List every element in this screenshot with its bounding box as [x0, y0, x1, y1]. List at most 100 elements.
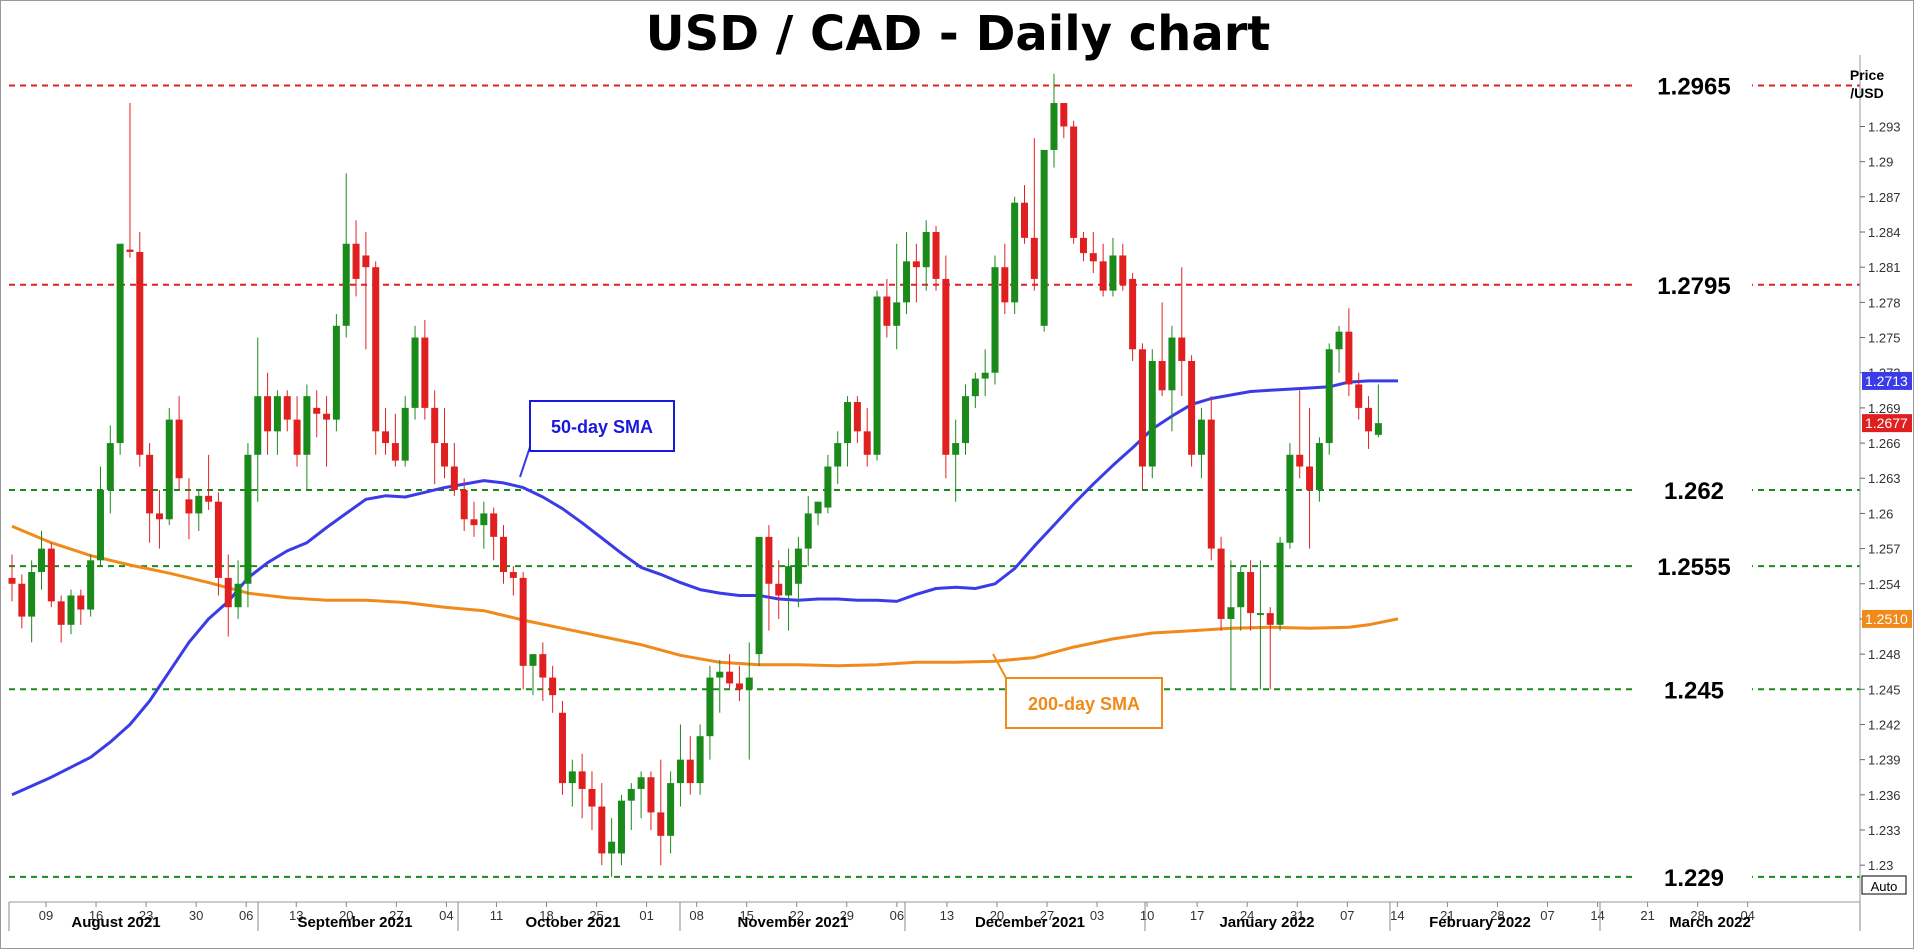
y-tick-label: 1.233 [1868, 823, 1901, 838]
candle [116, 243, 124, 455]
candle-body [28, 572, 36, 617]
candle [1217, 536, 1225, 631]
x-tick-label: 17 [1190, 908, 1204, 923]
candle [441, 407, 449, 479]
candle [509, 566, 517, 596]
candle [686, 736, 694, 795]
candle [932, 226, 940, 291]
candle [205, 454, 213, 510]
candle [1188, 355, 1196, 467]
candle-body [1197, 419, 1205, 455]
candle-body [1148, 360, 1156, 467]
candle [1168, 325, 1176, 432]
candle [991, 255, 999, 385]
candle [470, 501, 478, 537]
x-month-label: March 2022 [1669, 914, 1751, 931]
candle [293, 396, 301, 467]
candle-body [1119, 255, 1127, 285]
auto-scale-button[interactable]: Auto [1871, 879, 1898, 894]
candle-body [490, 513, 498, 537]
candle [1207, 396, 1215, 561]
y-tick-label: 1.269 [1868, 401, 1901, 416]
x-tick-label: 06 [890, 908, 904, 923]
candle [126, 103, 134, 258]
candle [18, 574, 26, 629]
candle-body [824, 466, 832, 508]
candle [401, 396, 409, 467]
candle [1266, 607, 1274, 690]
candle [676, 724, 684, 807]
candle-body [1355, 384, 1363, 408]
candle [942, 255, 950, 479]
candle [647, 771, 655, 830]
candle-body [667, 783, 675, 836]
candle-body [716, 671, 724, 678]
candle [1079, 232, 1087, 262]
candle-body [342, 243, 350, 326]
x-tick-label: 30 [189, 908, 203, 923]
horizontal-levels: 1.2965 1.2795 1.262 1.2555 1.245 1.229 [9, 70, 1860, 892]
x-tick-label: 22 [790, 908, 804, 923]
candle-body [431, 407, 439, 444]
candle [1365, 396, 1373, 449]
candle-body [1207, 419, 1215, 549]
x-tick-label: 28 [1690, 908, 1704, 923]
y-tick-label: 1.23 [1868, 858, 1893, 873]
y-axis-label-unit: /USD [1850, 85, 1883, 101]
candle [234, 560, 242, 619]
candle [224, 554, 232, 637]
candle [962, 384, 970, 455]
candle-body [539, 654, 547, 678]
candle-body [706, 677, 714, 737]
candle [1148, 349, 1156, 479]
candle [853, 396, 861, 444]
x-tick-label: 04 [1740, 908, 1754, 923]
x-tick-label: 18 [539, 908, 553, 923]
x-tick-label: 15 [739, 908, 753, 923]
candle [785, 548, 793, 631]
x-tick-label: 01 [639, 908, 653, 923]
axes: 1.2931.291.2871.2841.2811.2781.2751.2721… [8, 55, 1912, 931]
x-tick-label: 09 [39, 908, 53, 923]
x-tick-label: 31 [1290, 908, 1304, 923]
candle-body [853, 402, 861, 432]
candle [529, 654, 537, 696]
y-tick-label: 1.278 [1868, 295, 1901, 310]
candle [814, 501, 822, 526]
x-tick-label: 28 [1490, 908, 1504, 923]
x-tick-label: 16 [89, 908, 103, 923]
level-label: 1.229 [1664, 865, 1724, 892]
candle [244, 443, 252, 608]
candle [155, 489, 163, 549]
candle-body [293, 419, 301, 455]
candle-body [608, 841, 616, 854]
candle-body [775, 583, 783, 596]
candle [264, 372, 272, 455]
candle-body [57, 601, 65, 625]
candle [637, 771, 645, 819]
candle-body [391, 443, 399, 461]
candle [755, 536, 763, 666]
candle-body [67, 595, 75, 625]
candle [824, 454, 832, 514]
candle [1325, 343, 1333, 455]
candle [1178, 267, 1186, 397]
candle [922, 220, 930, 291]
candle-body [1060, 103, 1068, 127]
candle [1335, 325, 1343, 373]
candle-body [893, 302, 901, 326]
y-tick-label: 1.287 [1868, 190, 1901, 205]
candle [57, 595, 65, 643]
x-tick-label: 23 [139, 908, 153, 923]
candle [952, 419, 960, 502]
candle-body [136, 251, 144, 455]
candle [37, 531, 45, 590]
candle-body [1178, 337, 1186, 361]
candle [1050, 73, 1058, 168]
candle [1315, 437, 1323, 502]
candle [1138, 343, 1146, 490]
x-tick-label: 29 [840, 908, 854, 923]
y-tick-label: 1.293 [1868, 119, 1901, 134]
candle [1286, 443, 1294, 549]
candle-body [283, 396, 291, 420]
